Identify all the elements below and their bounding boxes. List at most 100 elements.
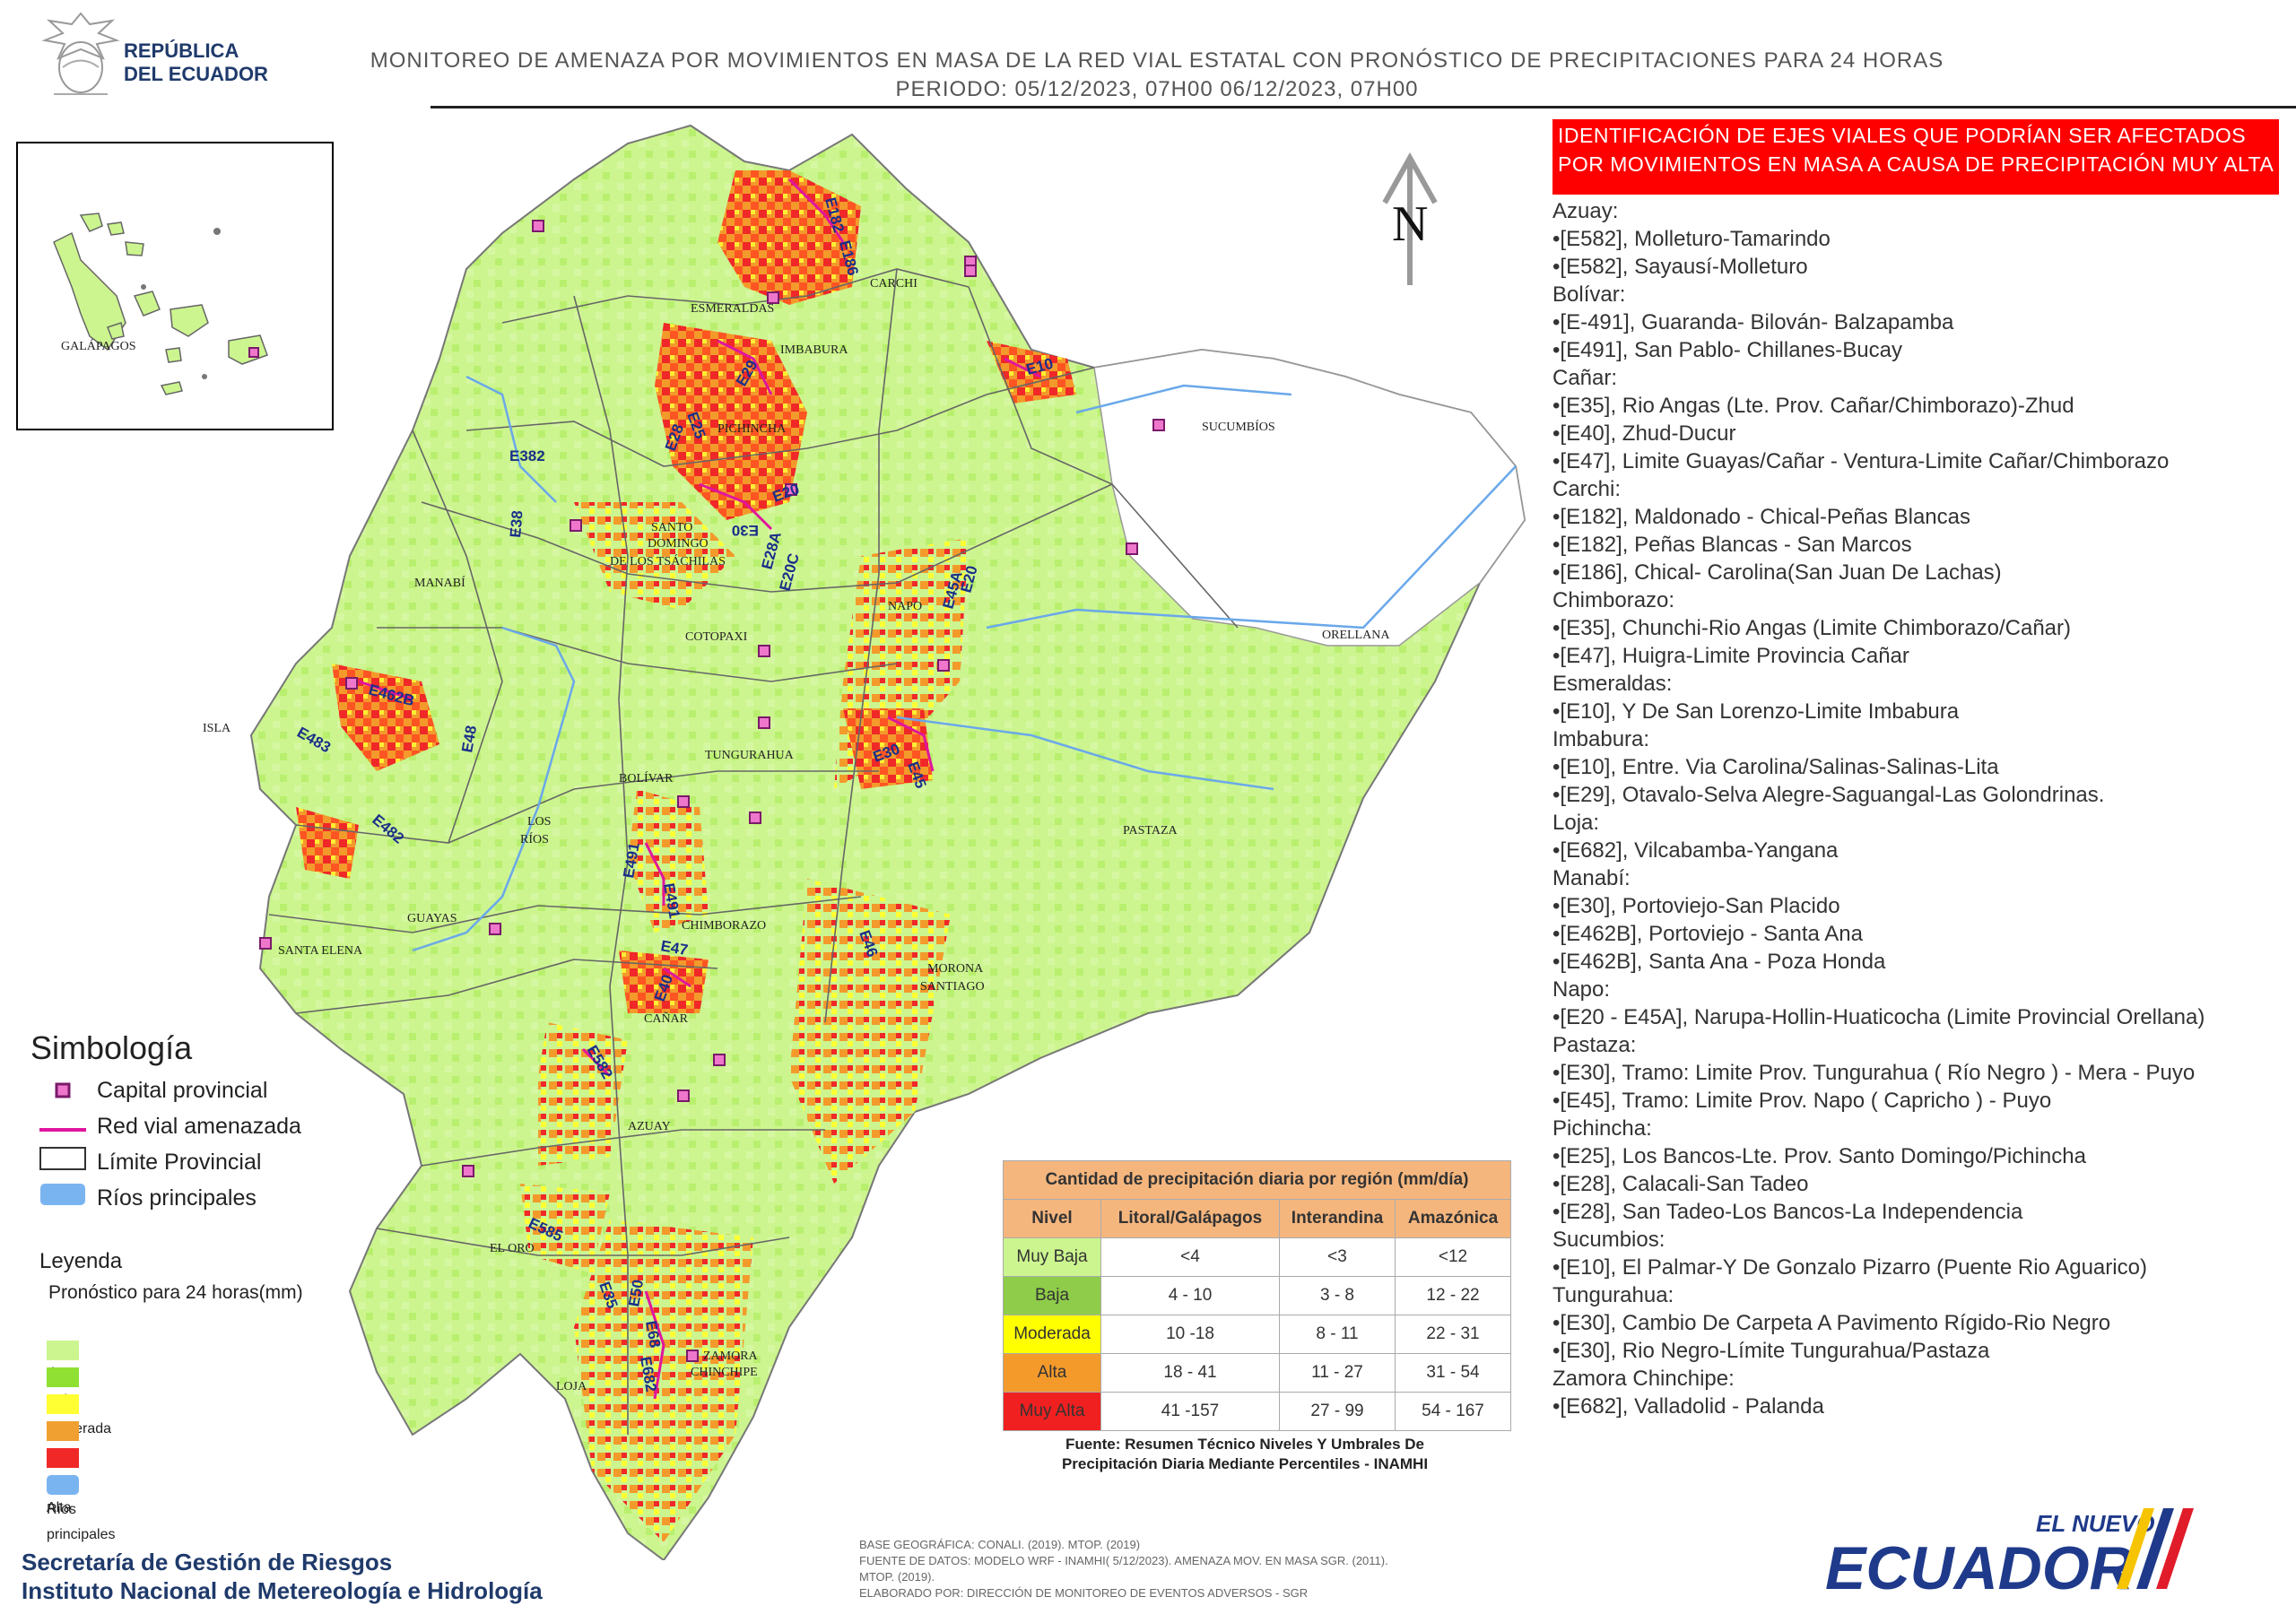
leyenda-item: Ríos principales: [47, 1472, 115, 1542]
zone-azuay: [538, 1022, 628, 1166]
zone-zamora: [574, 1219, 753, 1542]
leyenda-swatch: [47, 1393, 79, 1414]
road-list-item: •[E186], Chical- Carolina(San Juan De La…: [1552, 560, 2002, 585]
title-line-1: MONITOREO DE AMENAZA POR MOVIMIENTOS EN …: [370, 48, 1944, 73]
road-list-province: Pastaza:: [1552, 1033, 1637, 1057]
road-label: E47: [659, 937, 689, 959]
leyenda-swatch: [47, 1313, 79, 1333]
capital-marker: [758, 645, 770, 657]
zone-morona: [789, 879, 951, 1184]
table-cell: 11 - 27: [1279, 1353, 1396, 1393]
road-label: E382: [509, 447, 545, 464]
label-el-oro: EL ORO: [490, 1242, 535, 1255]
footer-org-line-1: Secretaría de Gestión de Riesgos: [22, 1549, 393, 1575]
label-santo: SANTO: [651, 521, 692, 534]
coat-of-arms-icon: [41, 12, 120, 95]
capital-marker: [767, 291, 779, 304]
road-list-province: Carchi:: [1552, 477, 1622, 501]
galapagos-inset: GALÁPAGOS: [16, 142, 334, 430]
leyenda-item: Alta: [47, 1419, 86, 1463]
road-list-province: Cañar:: [1552, 366, 1618, 390]
label-cotopaxi: COTOPAXI: [685, 630, 748, 644]
rivers: [412, 375, 1517, 952]
footer-organizations: Secretaría de Gestión de Riesgos Institu…: [22, 1548, 543, 1605]
road-list-province: Bolívar:: [1552, 282, 1626, 307]
road-list-item: •[E462B], Santa Ana - Poza Honda: [1552, 950, 1886, 974]
leyenda-subtitle: Pronóstico para 24 horas(mm): [48, 1282, 303, 1303]
zone-el-oro: [520, 1184, 610, 1273]
simbologia-road-label: Red vial amenazada: [97, 1114, 301, 1139]
logo-line-1: REPÚBLICA: [124, 39, 239, 62]
capital-marker: [532, 220, 544, 232]
capital-marker: [758, 716, 770, 729]
road-list-item: •[E28], San Tadeo-Los Bancos-La Independ…: [1552, 1200, 2023, 1224]
simbologia-boundary: Límite Provincial: [39, 1144, 261, 1180]
table-row: Muy Baja <4 <3 <12: [1003, 1237, 1511, 1277]
simbologia-boundary-label: Límite Provincial: [97, 1150, 262, 1175]
road-list-province: Chimborazo:: [1552, 588, 1675, 612]
road-list-item: •[E10], Y De San Lorenzo-Limite Imbabura: [1552, 699, 1960, 724]
label-santiago: SANTIAGO: [920, 980, 985, 994]
road-list-item: •[E10], Entre. Via Carolina/Salinas-Sali…: [1552, 755, 1999, 779]
road-list-item: •[E35], Rio Angas (Lte. Prov. Cañar/Chim…: [1552, 394, 2074, 418]
simbologia-road: Red vial amenazada: [39, 1108, 301, 1144]
brand-small-text: EL NUEVO: [2036, 1510, 2154, 1537]
road-list-item: •[E20 - E45A], Narupa-Hollin-Huaticocha …: [1552, 1005, 2205, 1029]
label-imbabura: IMBABURA: [780, 343, 848, 357]
capital-marker: [462, 1165, 474, 1177]
table-row: Alta 18 - 41 11 - 27 31 - 54: [1003, 1353, 1511, 1393]
table-cell: <4: [1100, 1237, 1280, 1277]
road-list-item: •[E582], Sayausí-Molleturo: [1552, 255, 1808, 279]
table-cell: <3: [1279, 1237, 1396, 1277]
road-list-province: Tungurahua:: [1552, 1283, 1674, 1307]
capital-marker: [686, 1350, 699, 1362]
capital-marker: [345, 677, 358, 690]
road-list-item: •[E682], Vilcabamba-Yangana: [1552, 838, 1839, 863]
road-list-item: •[E40], Zhud-Ducur: [1552, 421, 1736, 446]
table-cell: 18 - 41: [1100, 1353, 1280, 1393]
capital-marker: [259, 937, 272, 950]
table-level-cell: Muy Baja: [1003, 1237, 1101, 1277]
north-label: N: [1392, 196, 1428, 252]
road-list-item: •[E182], Peñas Blancas - San Marcos: [1552, 533, 1912, 557]
leyenda-swatch: [47, 1420, 79, 1441]
label-morona: MORONA: [927, 962, 984, 976]
road-list-province: Napo:: [1552, 977, 1611, 1002]
label-napo: NAPO: [888, 600, 922, 613]
road-list-item: •[E30], Portoviejo-San Placido: [1552, 894, 1840, 918]
capital-marker: [749, 812, 761, 824]
label-bolivar: BOLÍVAR: [619, 770, 674, 785]
table-cell: 54 - 167: [1395, 1392, 1511, 1431]
road-list-province: Azuay:: [1552, 199, 1619, 223]
leyenda-item: Muy Baja: [47, 1338, 86, 1408]
table-cell: 22 - 31: [1395, 1315, 1511, 1354]
table-source-line-1: Fuente: Resumen Técnico Niveles Y Umbral…: [1065, 1436, 1424, 1453]
table-source-line-2: Precipitación Diaria Mediante Percentile…: [1061, 1455, 1429, 1472]
table-cell: 31 - 54: [1395, 1353, 1511, 1393]
label-tungurahua: TUNGURAHUA: [705, 749, 795, 762]
table-source: Fuente: Resumen Técnico Niveles Y Umbral…: [1003, 1435, 1487, 1474]
footer-sources: BASE GEOGRÁFICA: CONALI. (2019). MTOP. (…: [859, 1537, 1505, 1601]
capital-marker: [677, 795, 690, 808]
label-isla: ISLA: [203, 722, 231, 735]
label-esmeraldas: ESMERALDAS: [691, 302, 774, 316]
label-galapagos: GALÁPAGOS: [61, 338, 136, 353]
threatened-road-list: Azuay: •[E582], Molleturo-Tamarindo •[E582…: [1552, 197, 2288, 1420]
label-los: LOS: [527, 815, 551, 829]
label-canar: CAÑAR: [644, 1011, 689, 1026]
leyenda-swatch: [47, 1367, 79, 1387]
road-label: E68: [642, 1319, 664, 1349]
table-cell: 12 - 22: [1395, 1276, 1511, 1315]
zone-manabi-south: [296, 807, 359, 879]
coat-of-arms-logo: [27, 4, 242, 103]
brand-big-text: ECUADOR: [1825, 1534, 2134, 1602]
road-label: E38: [507, 510, 526, 539]
logo-text: REPÚBLICA DEL ECUADOR: [124, 39, 268, 86]
table-header: Nivel: [1003, 1199, 1101, 1238]
el-nuevo-ecuador-logo: EL NUEVO ECUADOR: [1821, 1499, 2197, 1607]
capital-marker: [1152, 419, 1165, 431]
galapagos-map: GALÁPAGOS: [53, 213, 268, 395]
simbologia-rivers-label: Ríos principales: [97, 1185, 257, 1211]
capital-marker: [937, 659, 950, 672]
table-cell: 8 - 11: [1279, 1315, 1396, 1354]
